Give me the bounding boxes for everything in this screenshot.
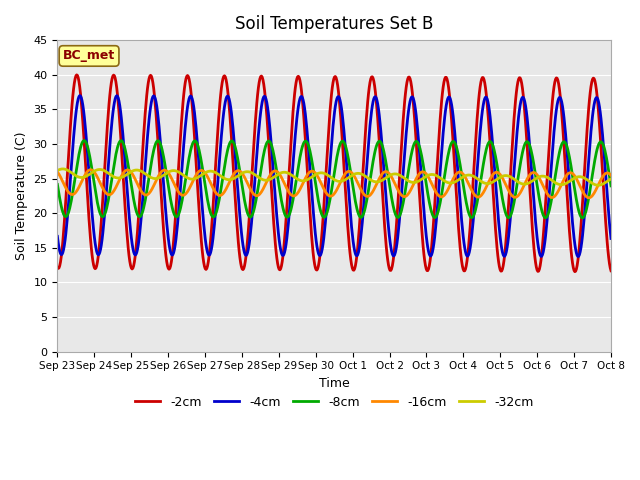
- -2cm: [403, 84, 410, 90]
- -4cm: [207, 250, 214, 255]
- -32cm: [122, 173, 129, 179]
- -8cm: [579, 215, 586, 221]
- -4cm: [76, 93, 84, 98]
- -4cm: [419, 188, 426, 193]
- -2cm: [207, 238, 214, 243]
- -8cm: [419, 157, 426, 163]
- -32cm: [419, 176, 426, 181]
- Line: -4cm: -4cm: [58, 96, 611, 256]
- -16cm: [122, 168, 129, 174]
- -16cm: [207, 180, 214, 186]
- -2cm: [419, 235, 426, 240]
- -16cm: [54, 169, 61, 175]
- -2cm: [63, 171, 71, 177]
- -32cm: [177, 171, 185, 177]
- -8cm: [122, 146, 129, 152]
- X-axis label: Time: Time: [319, 377, 349, 390]
- -2cm: [177, 121, 185, 127]
- Line: -16cm: -16cm: [58, 170, 611, 198]
- -16cm: [177, 192, 185, 198]
- -8cm: [81, 138, 88, 144]
- -16cm: [403, 193, 410, 199]
- -16cm: [419, 169, 426, 175]
- -32cm: [59, 166, 67, 172]
- -8cm: [207, 210, 214, 216]
- -32cm: [54, 168, 61, 173]
- Y-axis label: Soil Temperature (C): Soil Temperature (C): [15, 132, 28, 260]
- -2cm: [571, 269, 579, 275]
- -16cm: [607, 172, 615, 178]
- -8cm: [607, 183, 615, 189]
- -2cm: [122, 205, 129, 211]
- -4cm: [54, 233, 61, 239]
- -16cm: [585, 195, 593, 201]
- -32cm: [403, 177, 410, 182]
- -16cm: [86, 167, 94, 173]
- -4cm: [574, 253, 582, 259]
- -8cm: [177, 201, 185, 207]
- Title: Soil Temperatures Set B: Soil Temperatures Set B: [235, 15, 433, 33]
- -4cm: [607, 236, 615, 241]
- -8cm: [63, 212, 71, 218]
- -2cm: [73, 72, 81, 78]
- -32cm: [65, 168, 72, 173]
- Text: BC_met: BC_met: [63, 49, 115, 62]
- -4cm: [403, 131, 410, 136]
- Legend: -2cm, -4cm, -8cm, -16cm, -32cm: -2cm, -4cm, -8cm, -16cm, -32cm: [130, 391, 538, 414]
- Line: -2cm: -2cm: [58, 75, 611, 272]
- -32cm: [207, 168, 214, 174]
- -32cm: [594, 182, 602, 188]
- Line: -8cm: -8cm: [58, 141, 611, 218]
- -4cm: [177, 173, 185, 179]
- -4cm: [122, 160, 129, 166]
- Line: -32cm: -32cm: [58, 169, 611, 185]
- -16cm: [63, 188, 71, 193]
- -2cm: [607, 268, 615, 274]
- -8cm: [54, 181, 61, 187]
- -32cm: [607, 176, 615, 182]
- -4cm: [63, 215, 71, 220]
- -2cm: [54, 264, 61, 270]
- -8cm: [403, 182, 410, 188]
